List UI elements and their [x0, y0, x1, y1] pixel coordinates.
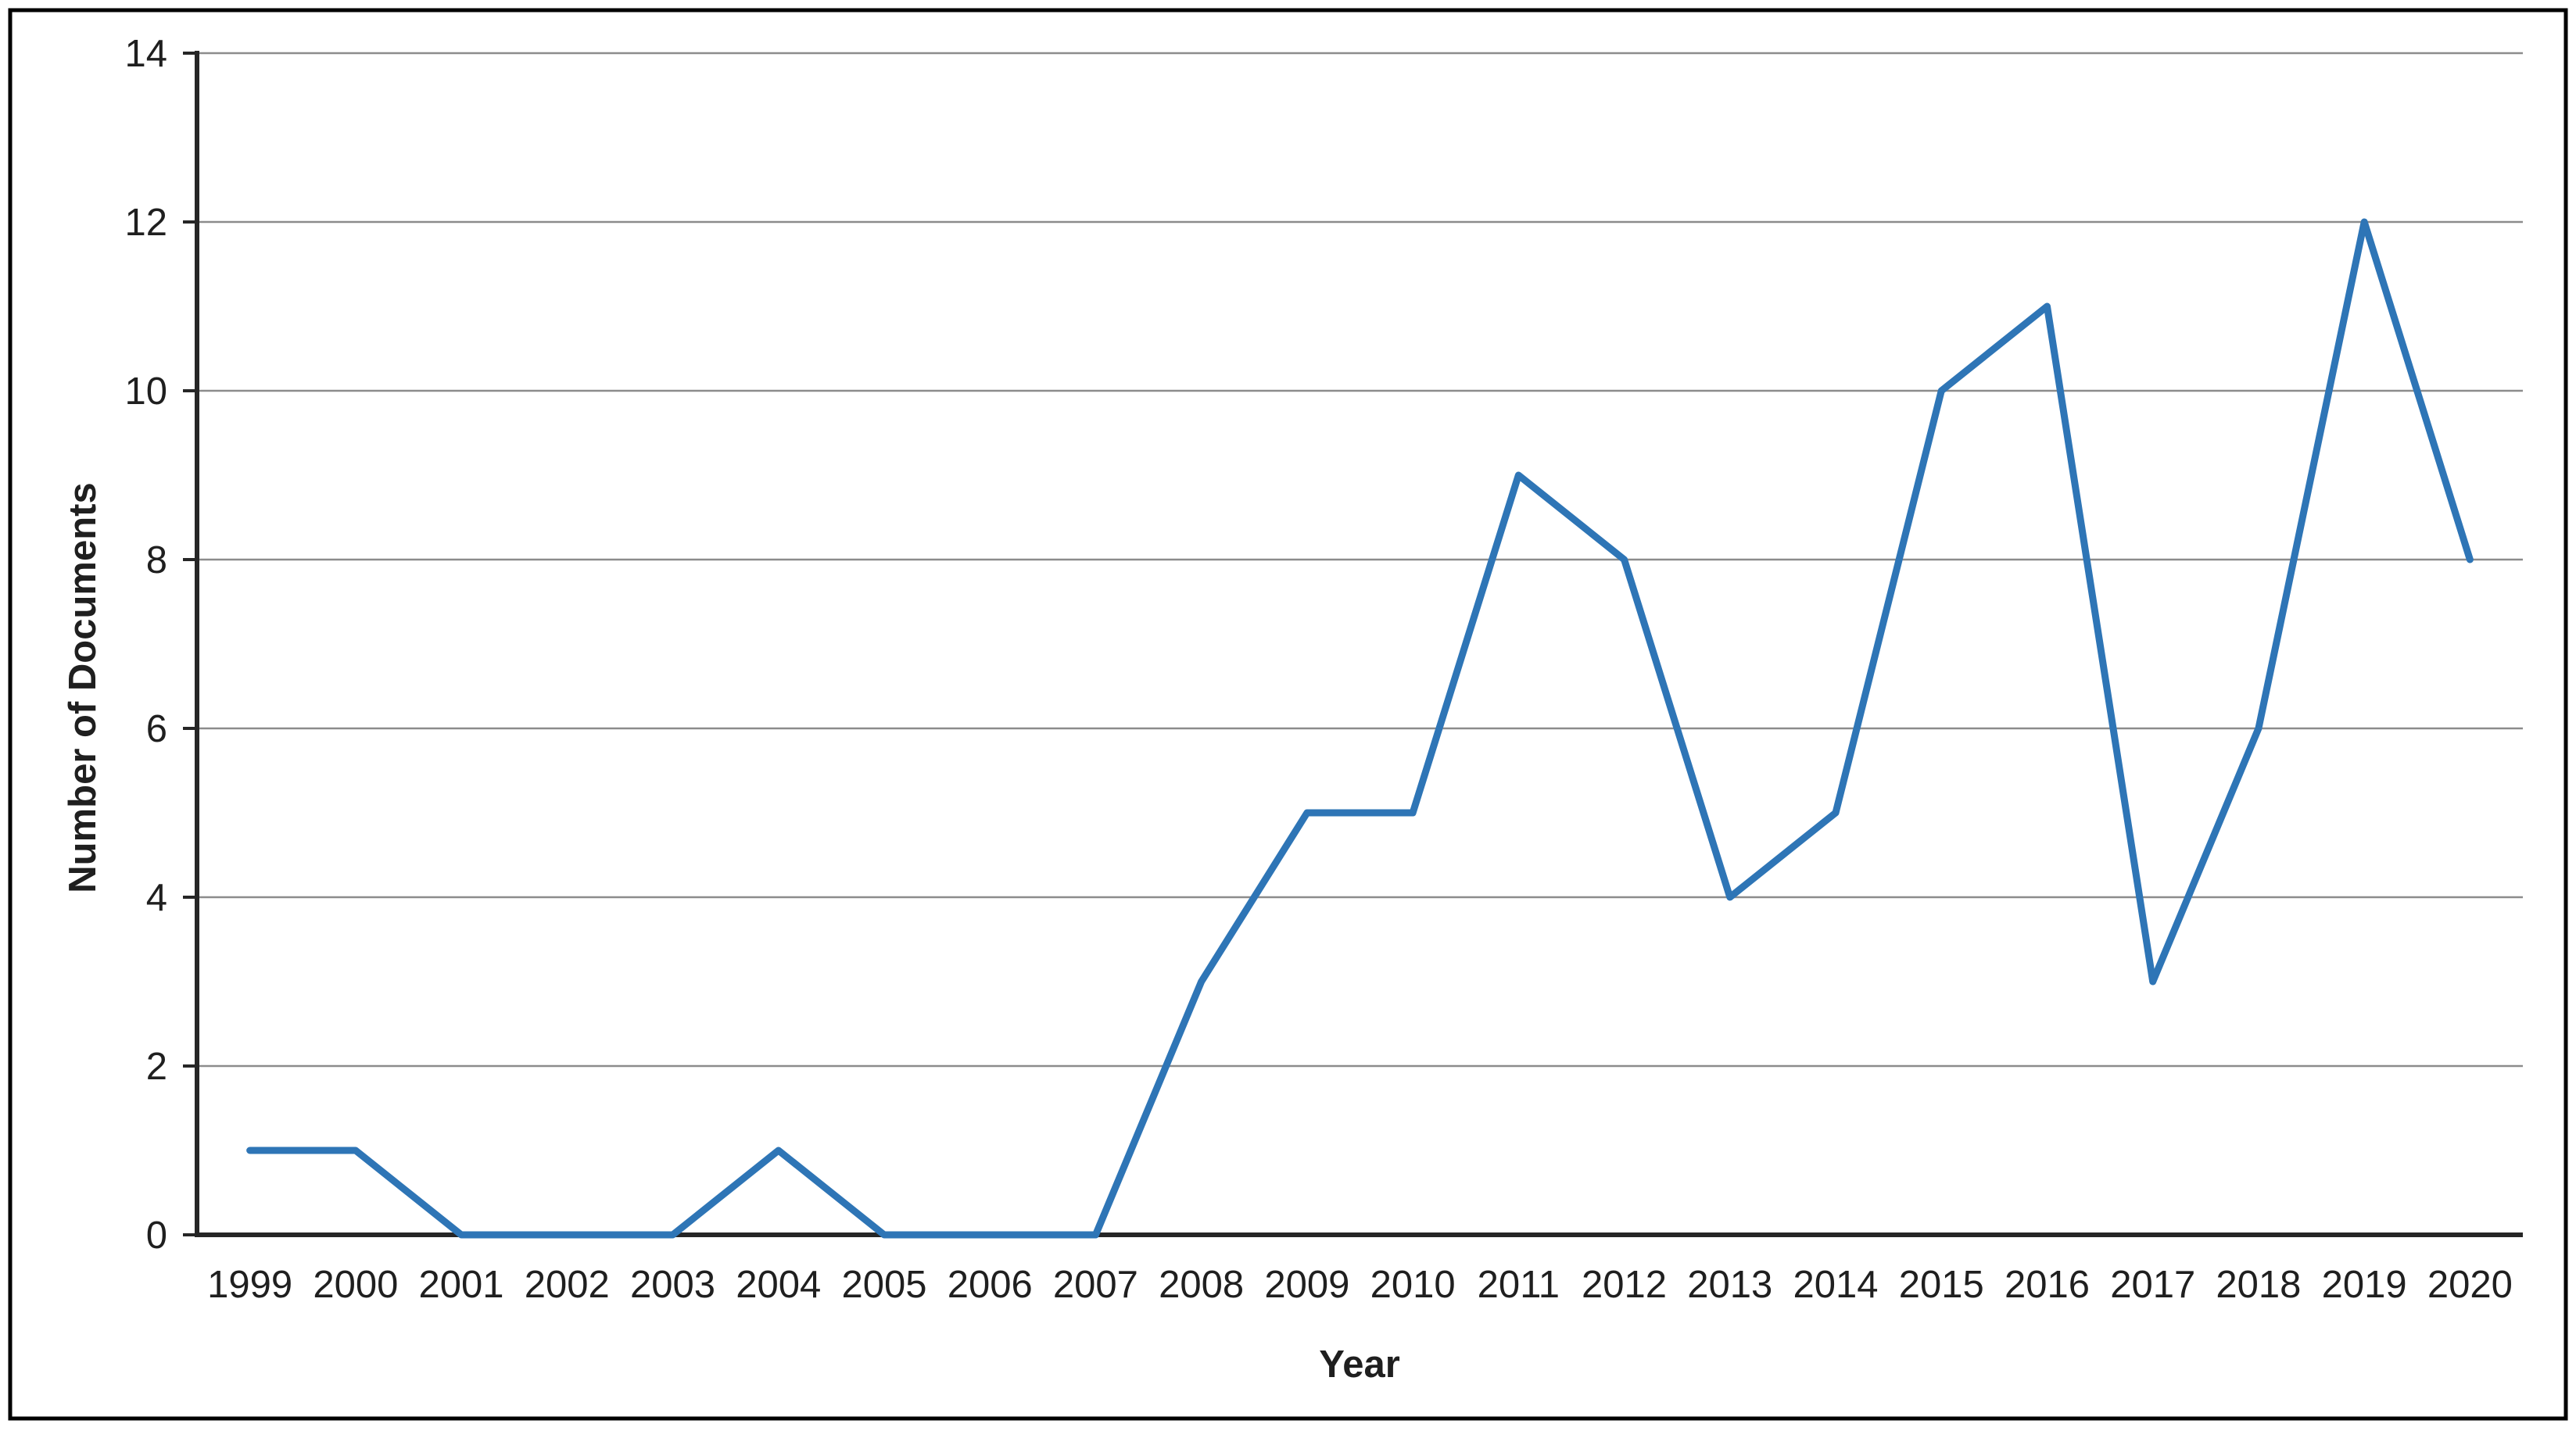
x-axis-title: Year	[1319, 1343, 1400, 1386]
x-tick-label-2004: 2004	[736, 1264, 821, 1306]
x-tick-label-2003: 2003	[630, 1264, 715, 1306]
x-tick-label-2010: 2010	[1370, 1264, 1456, 1306]
y-tick-label-0: 0	[146, 1215, 167, 1257]
gridlines	[197, 52, 2523, 1068]
x-tick-label-2017: 2017	[2110, 1264, 2195, 1306]
y-tick-label-10: 10	[124, 370, 167, 413]
x-tick-label-2005: 2005	[841, 1264, 926, 1306]
x-tick-label-2016: 2016	[2005, 1264, 2090, 1306]
x-tick-label-2008: 2008	[1159, 1264, 1244, 1306]
y-tick-label-8: 8	[146, 539, 167, 581]
y-tick-label-6: 6	[146, 708, 167, 750]
data-series-line	[246, 218, 2474, 1239]
x-tick-labels: 1999 2000 2001 2002 2003 2004 2005 2006 2007 2008…	[207, 1264, 2513, 1306]
x-tick-label-2000: 2000	[313, 1264, 398, 1306]
y-tick-label-14: 14	[124, 33, 167, 75]
x-tick-label-2015: 2015	[1899, 1264, 1984, 1306]
y-tick-label-2: 2	[146, 1046, 167, 1088]
x-tick-label-2001: 2001	[419, 1264, 504, 1306]
y-tick-labels: 0 2 4 6 8 10 12 14	[124, 33, 167, 1257]
y-tick-label-4: 4	[146, 877, 167, 919]
x-tick-label-2014: 2014	[1793, 1264, 1879, 1306]
x-tick-label-2006: 2006	[948, 1264, 1033, 1306]
y-tick-label-12: 12	[124, 202, 167, 244]
y-axis-title: Number of Documents	[62, 482, 104, 893]
x-tick-label-2002: 2002	[525, 1264, 610, 1306]
x-tick-label-2011: 2011	[1478, 1264, 1560, 1306]
y-tick-marks	[183, 52, 197, 1236]
x-tick-label-2019: 2019	[2322, 1264, 2407, 1306]
chart-frame-border	[8, 8, 2568, 1421]
x-tick-label-2018: 2018	[2216, 1264, 2301, 1306]
x-tick-label-2013: 2013	[1687, 1264, 1772, 1306]
x-tick-label-2007: 2007	[1053, 1264, 1138, 1306]
x-tick-label-2020: 2020	[2427, 1264, 2513, 1306]
x-tick-label-2009: 2009	[1264, 1264, 1349, 1306]
axes	[195, 51, 2523, 1237]
x-tick-label-2012: 2012	[1582, 1264, 1667, 1306]
x-tick-label-1999: 1999	[207, 1264, 292, 1306]
